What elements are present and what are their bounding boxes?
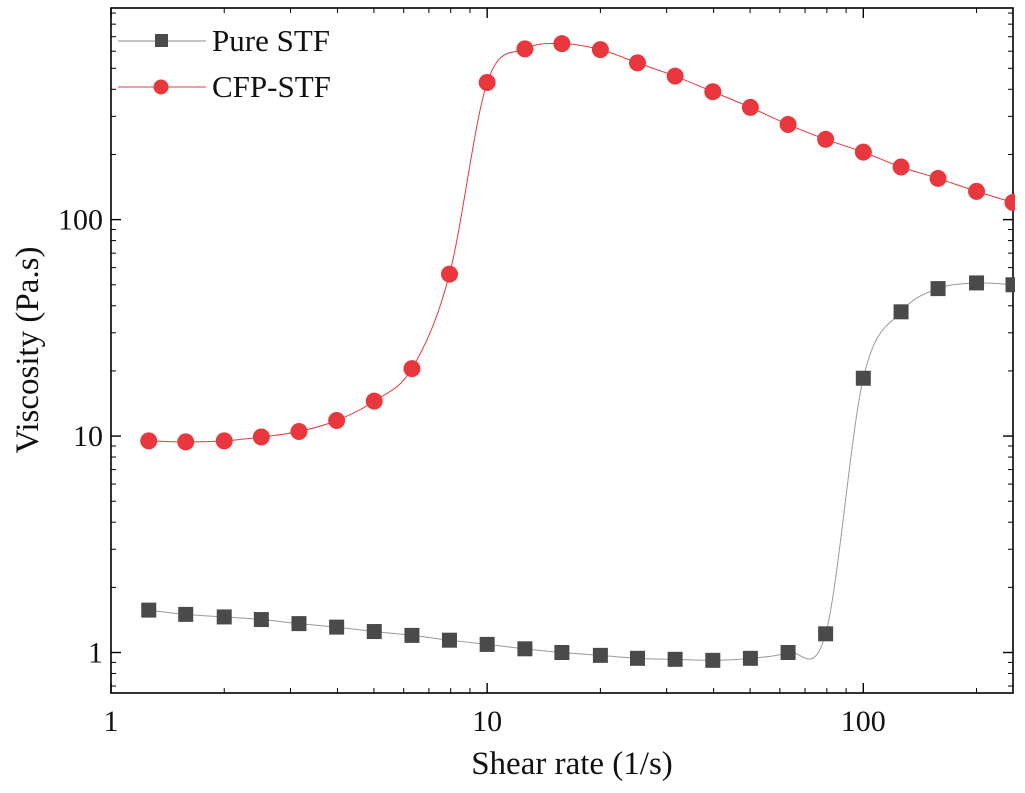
data-point-pure-stf (441, 632, 457, 648)
data-point-cfp-stf (553, 35, 571, 53)
data-point-cfp-stf (854, 143, 872, 161)
data-point-pure-stf (253, 612, 269, 628)
data-point-cfp-stf (741, 98, 759, 116)
data-point-pure-stf (855, 370, 871, 386)
data-point-pure-stf (366, 624, 382, 640)
data-point-pure-stf (216, 609, 232, 625)
data-point-pure-stf (479, 636, 495, 652)
data-point-cfp-stf (516, 40, 534, 58)
data-point-pure-stf (1005, 277, 1015, 293)
data-point-pure-stf (742, 650, 758, 666)
data-point-cfp-stf (929, 169, 947, 187)
data-point-cfp-stf (328, 412, 346, 430)
data-point-cfp-stf (591, 41, 609, 59)
data-point-cfp-stf (140, 432, 158, 450)
legend-label-cfp-stf: CFP-STF (212, 69, 331, 104)
data-point-pure-stf (969, 275, 985, 291)
series-line-pure-stf (148, 282, 1014, 661)
x-tick-label: 1 (104, 705, 119, 738)
data-point-cfp-stf (290, 422, 308, 440)
data-point-pure-stf (517, 641, 533, 657)
data-point-pure-stf (141, 602, 157, 618)
legend-label-pure-stf: Pure STF (212, 23, 330, 58)
legend-marker-pure-stf (155, 34, 168, 47)
data-point-pure-stf (705, 652, 721, 668)
data-point-cfp-stf (779, 116, 797, 134)
data-point-cfp-stf (628, 54, 646, 72)
x-axis-label: Shear rate (1/s) (471, 746, 673, 782)
data-point-cfp-stf (252, 428, 270, 446)
data-point-pure-stf (329, 619, 345, 635)
data-point-cfp-stf (1004, 193, 1015, 211)
data-point-cfp-stf (666, 67, 684, 85)
data-point-cfp-stf (817, 130, 835, 148)
data-point-cfp-stf (440, 265, 458, 283)
data-point-pure-stf (818, 626, 834, 642)
y-tick-label: 10 (73, 420, 103, 453)
legend: Pure STF CFP-STF (118, 23, 331, 104)
data-point-pure-stf (291, 616, 307, 632)
data-point-pure-stf (667, 651, 683, 667)
data-point-cfp-stf (968, 182, 986, 200)
data-point-pure-stf (930, 281, 946, 297)
data-point-pure-stf (592, 647, 608, 663)
data-point-pure-stf (554, 645, 570, 661)
data-point-cfp-stf (403, 360, 421, 378)
y-tick-label: 1 (88, 637, 103, 670)
y-tick-label: 100 (58, 204, 103, 237)
data-point-cfp-stf (892, 158, 910, 176)
data-point-cfp-stf (704, 83, 722, 101)
data-point-pure-stf (629, 650, 645, 666)
data-point-cfp-stf (478, 74, 496, 92)
x-tick-label: 10 (472, 705, 502, 738)
data-point-pure-stf (404, 627, 420, 643)
plot-area (110, 7, 1014, 694)
data-point-pure-stf (893, 304, 909, 320)
data-point-pure-stf (780, 645, 796, 661)
series-lines (148, 43, 1014, 661)
data-point-cfp-stf (215, 432, 233, 450)
axis-ticks: 1 10 100 1 10 100 (58, 8, 1013, 738)
series-markers (140, 35, 1015, 668)
x-tick-label: 100 (841, 705, 886, 738)
y-axis-label: Viscosity (Pa.s) (10, 246, 46, 453)
legend-marker-cfp-stf (153, 79, 169, 95)
data-point-cfp-stf (177, 433, 195, 451)
data-point-cfp-stf (365, 392, 383, 410)
data-point-pure-stf (178, 606, 194, 622)
